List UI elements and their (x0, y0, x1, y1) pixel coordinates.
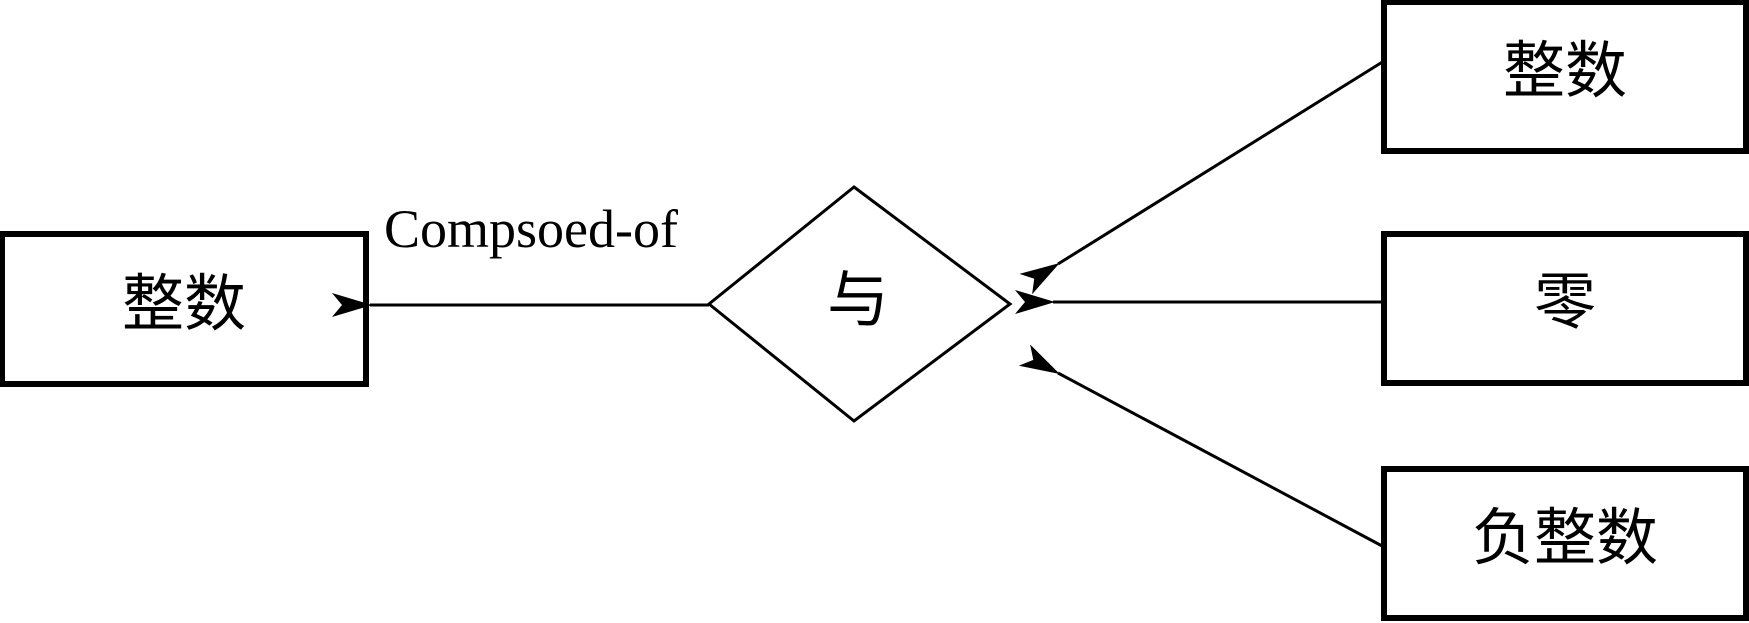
relation-diamond: 与 (706, 185, 1013, 423)
target-entity-label: 整数 (122, 267, 246, 340)
source-entity-integer: 整数 (1381, 0, 1749, 154)
integer-to-relation-arrow (1019, 59, 1385, 295)
source-entity-label: 负整数 (1472, 501, 1658, 574)
negative-integer-to-relation-arrow (1018, 344, 1385, 549)
source-entity-zero: 零 (1381, 231, 1749, 386)
target-entity-box: 整数 (0, 231, 369, 387)
source-entity-label: 整数 (1503, 34, 1627, 107)
source-entity-negative-integer: 负整数 (1381, 466, 1749, 621)
composed-of-label: Compsoed-of (384, 199, 678, 259)
relation-label: 与 (827, 263, 889, 336)
source-entity-label: 零 (1534, 265, 1596, 338)
